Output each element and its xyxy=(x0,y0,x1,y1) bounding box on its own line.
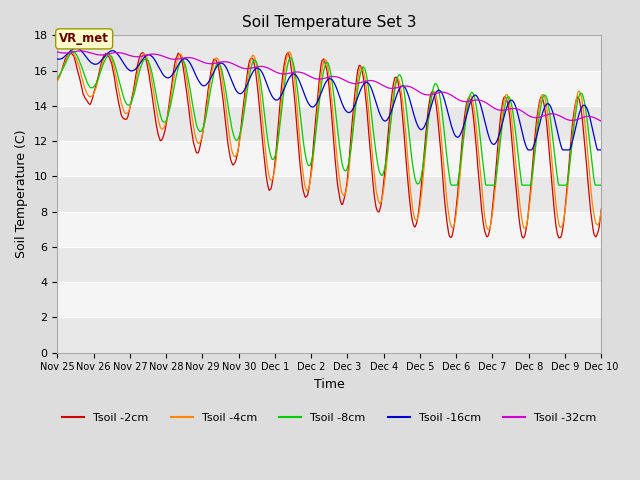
Bar xyxy=(58,212,601,247)
X-axis label: Time: Time xyxy=(314,378,345,391)
Bar xyxy=(58,176,601,212)
Text: VR_met: VR_met xyxy=(60,32,109,46)
Bar xyxy=(58,282,601,317)
Legend: Tsoil -2cm, Tsoil -4cm, Tsoil -8cm, Tsoil -16cm, Tsoil -32cm: Tsoil -2cm, Tsoil -4cm, Tsoil -8cm, Tsoi… xyxy=(58,409,601,428)
Bar xyxy=(58,247,601,282)
Bar xyxy=(58,106,601,141)
Y-axis label: Soil Temperature (C): Soil Temperature (C) xyxy=(15,130,28,258)
Bar xyxy=(58,36,601,71)
Bar xyxy=(58,141,601,176)
Bar xyxy=(58,317,601,353)
Title: Soil Temperature Set 3: Soil Temperature Set 3 xyxy=(242,15,417,30)
Bar xyxy=(58,71,601,106)
